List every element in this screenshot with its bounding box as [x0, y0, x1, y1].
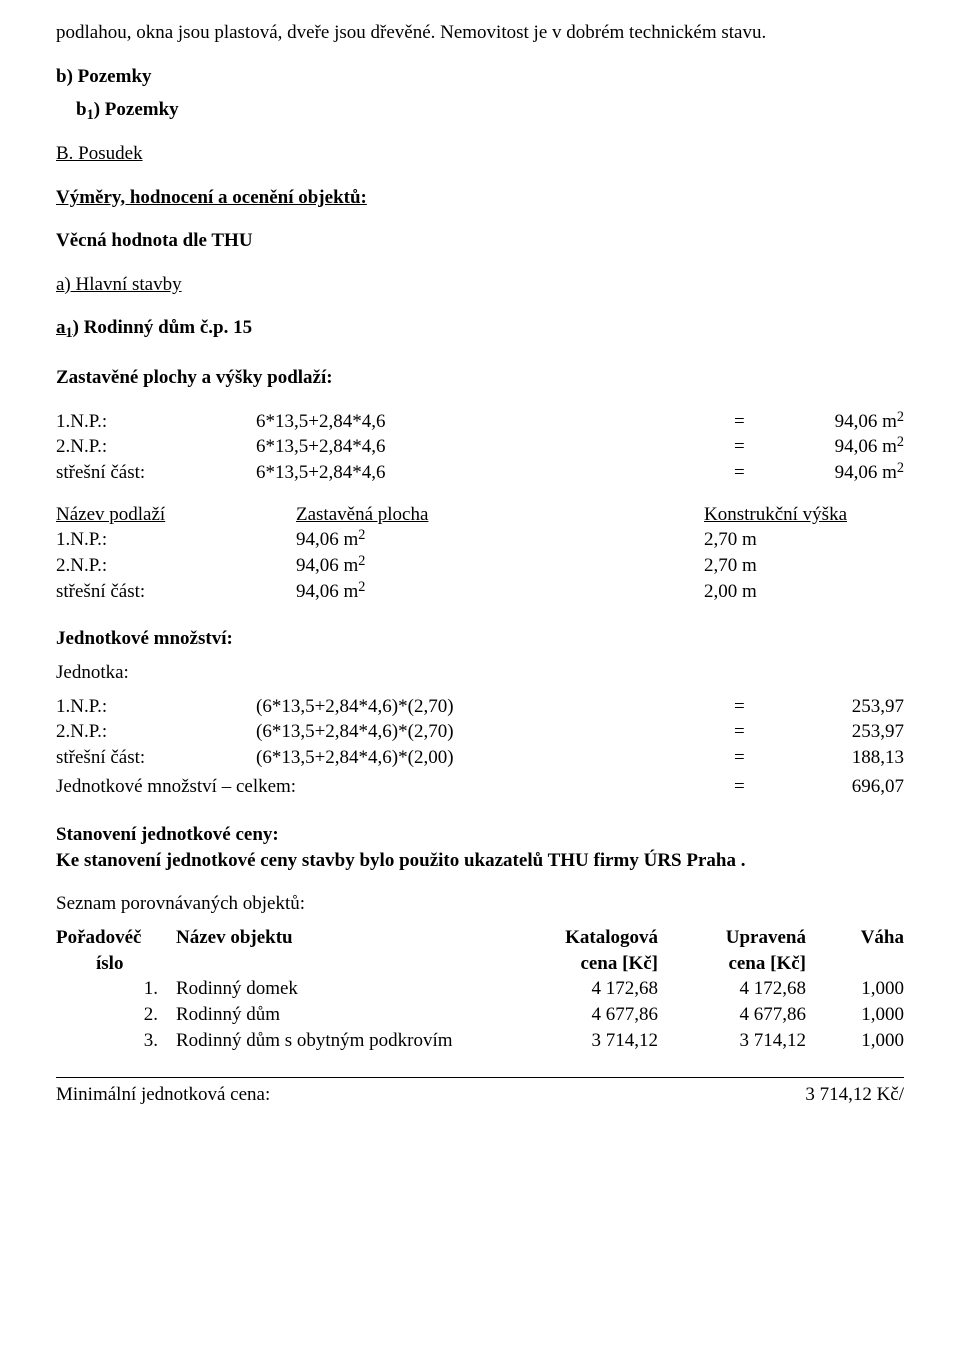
posudek-h1: Výměry, hodnocení a ocenění objektů:: [56, 185, 904, 211]
row-area: 94,06 m2: [296, 553, 704, 579]
row-height: 2,00 m: [704, 579, 904, 605]
row-label: 1.N.P.:: [56, 694, 256, 720]
row-eq: =: [734, 434, 774, 460]
col-upravena: Upravenácena [Kč]: [676, 925, 824, 976]
section-a-heading: a) Hlavní stavby: [56, 272, 904, 298]
row-label: 1.N.P.:: [56, 527, 296, 553]
nazev-podlazi-row: 1.N.P.: 94,06 m2 2,70 m: [56, 527, 904, 553]
b1-prefix: b: [76, 99, 87, 120]
intro-paragraph: podlahou, okna jsou plastová, dveře jsou…: [56, 20, 904, 46]
col-katalogova: Katalogovácena [Kč]: [518, 925, 676, 976]
total-eq: =: [734, 774, 774, 800]
stanoveni-title: Stanovení jednotkové ceny:: [56, 822, 904, 848]
row-eq: =: [734, 409, 774, 435]
nazev-podlazi-header: Název podlaží Zastavěná plocha Konstrukč…: [56, 502, 904, 528]
row-result: 94,06 m2: [774, 434, 904, 460]
min-label: Minimální jednotková cena:: [56, 1082, 744, 1108]
zastavene-row: 1.N.P.: 6*13,5+2,84*4,6 = 94,06 m2: [56, 409, 904, 435]
row-name: Rodinný domek: [176, 976, 518, 1002]
row-area: 94,06 m2: [296, 579, 704, 605]
jednotkove-title: Jednotkové množství:: [56, 626, 904, 652]
row-label: střešní část:: [56, 579, 296, 605]
divider: [56, 1077, 904, 1078]
row-height: 2,70 m: [704, 553, 904, 579]
row-formula: (6*13,5+2,84*4,6)*(2,00): [256, 745, 734, 771]
row-formula: (6*13,5+2,84*4,6)*(2,70): [256, 694, 734, 720]
row-w: 1,000: [824, 1002, 904, 1028]
row-eq: =: [734, 719, 774, 745]
row-cat: 4 677,86: [518, 1002, 676, 1028]
row-result: 94,06 m2: [774, 409, 904, 435]
row-label: 2.N.P.:: [56, 434, 256, 460]
compare-row: 3. Rodinný dům s obytným podkrovím 3 714…: [56, 1028, 904, 1054]
a1-subscript: 1: [66, 325, 73, 341]
nazev-podlazi-row: střešní část: 94,06 m2 2,00 m: [56, 579, 904, 605]
col-poradove: Pořadovéč íslo: [56, 925, 176, 976]
row-cat: 3 714,12: [518, 1028, 676, 1054]
row-w: 1,000: [824, 1028, 904, 1054]
row-eq: =: [734, 745, 774, 771]
jednotkove-row: střešní část: (6*13,5+2,84*4,6)*(2,00) =…: [56, 745, 904, 771]
b1-subscript: 1: [87, 107, 94, 123]
row-idx: 2.: [56, 1002, 176, 1028]
row-result: 94,06 m2: [774, 460, 904, 486]
row-label: 2.N.P.:: [56, 719, 256, 745]
seznam-title: Seznam porovnávaných objektů:: [56, 891, 904, 917]
row-upr: 4 172,68: [676, 976, 824, 1002]
posudek-title: B. Posudek: [56, 141, 904, 167]
jednotkove-total-row: Jednotkové množství – celkem: = 696,07: [56, 774, 904, 800]
row-formula: 6*13,5+2,84*4,6: [256, 460, 734, 486]
row-formula: (6*13,5+2,84*4,6)*(2,70): [256, 719, 734, 745]
compare-header-row: Pořadovéč íslo Název objektu Katalogovác…: [56, 925, 904, 976]
row-upr: 4 677,86: [676, 1002, 824, 1028]
jednotkove-unit-label: Jednotka:: [56, 660, 904, 686]
a1-prefix: a: [56, 317, 66, 338]
zastavene-title: Zastavěné plochy a výšky podlaží:: [56, 365, 904, 391]
row-height: 2,70 m: [704, 527, 904, 553]
row-label: střešní část:: [56, 460, 256, 486]
min-value: 3 714,12 Kč/: [744, 1082, 904, 1108]
header-col-3: Konstrukční výška: [704, 502, 904, 528]
section-a1-heading: a1) Rodinný dům č.p. 15: [56, 315, 904, 341]
posudek-h2: Věcná hodnota dle THU: [56, 228, 904, 254]
row-formula: 6*13,5+2,84*4,6: [256, 434, 734, 460]
compare-row: 1. Rodinný domek 4 172,68 4 172,68 1,000: [56, 976, 904, 1002]
row-idx: 3.: [56, 1028, 176, 1054]
total-label: Jednotkové množství – celkem:: [56, 774, 734, 800]
row-eq: =: [734, 694, 774, 720]
row-formula: 6*13,5+2,84*4,6: [256, 409, 734, 435]
row-eq: =: [734, 460, 774, 486]
b1-suffix: ) Pozemky: [94, 99, 179, 120]
row-idx: 1.: [56, 976, 176, 1002]
jednotkove-row: 2.N.P.: (6*13,5+2,84*4,6)*(2,70) = 253,9…: [56, 719, 904, 745]
col-nazev: Název objektu: [176, 925, 518, 976]
row-name: Rodinný dům s obytným podkrovím: [176, 1028, 518, 1054]
compare-table: Pořadovéč íslo Název objektu Katalogovác…: [56, 925, 904, 1053]
zastavene-row: střešní část: 6*13,5+2,84*4,6 = 94,06 m2: [56, 460, 904, 486]
row-result: 253,97: [774, 719, 904, 745]
section-b-heading: b) Pozemky: [56, 64, 904, 90]
row-name: Rodinný dům: [176, 1002, 518, 1028]
section-b1-heading: b1) Pozemky: [76, 97, 904, 123]
nazev-podlazi-row: 2.N.P.: 94,06 m2 2,70 m: [56, 553, 904, 579]
stanoveni-text: Ke stanovení jednotkové ceny stavby bylo…: [56, 848, 904, 874]
a1-suffix: ) Rodinný dům č.p. 15: [73, 317, 253, 338]
jednotkove-row: 1.N.P.: (6*13,5+2,84*4,6)*(2,70) = 253,9…: [56, 694, 904, 720]
row-area: 94,06 m2: [296, 527, 704, 553]
header-col-2: Zastavěná plocha: [296, 502, 704, 528]
row-label: střešní část:: [56, 745, 256, 771]
total-result: 696,07: [774, 774, 904, 800]
row-upr: 3 714,12: [676, 1028, 824, 1054]
row-label: 2.N.P.:: [56, 553, 296, 579]
row-label: 1.N.P.:: [56, 409, 256, 435]
col-vaha: Váha: [824, 925, 904, 976]
min-row: Minimální jednotková cena: 3 714,12 Kč/: [56, 1082, 904, 1108]
compare-row: 2. Rodinný dům 4 677,86 4 677,86 1,000: [56, 1002, 904, 1028]
row-result: 253,97: [774, 694, 904, 720]
row-cat: 4 172,68: [518, 976, 676, 1002]
row-w: 1,000: [824, 976, 904, 1002]
row-result: 188,13: [774, 745, 904, 771]
header-col-1: Název podlaží: [56, 502, 296, 528]
zastavene-row: 2.N.P.: 6*13,5+2,84*4,6 = 94,06 m2: [56, 434, 904, 460]
